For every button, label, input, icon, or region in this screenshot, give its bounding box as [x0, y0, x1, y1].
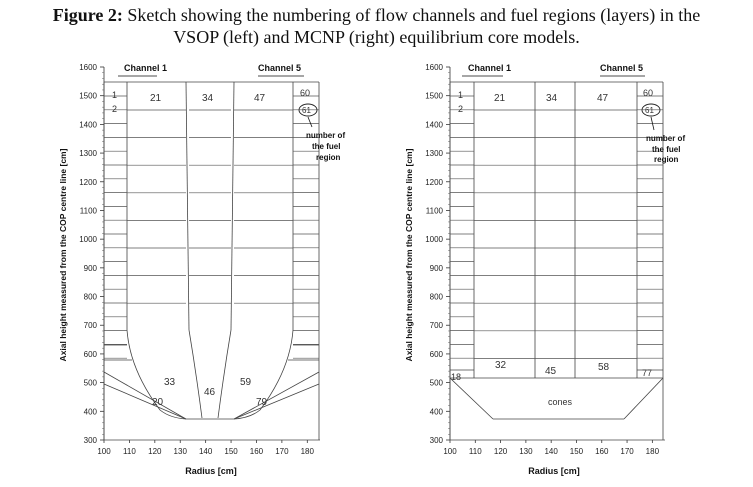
right-annotation-line2: the fuel: [652, 145, 680, 154]
right-y-tick-label: 1500: [425, 92, 443, 101]
left-y-tick-label: 1400: [79, 120, 97, 129]
right-x-tick-label: 130: [519, 447, 533, 456]
left-annotation-line2: the fuel: [312, 142, 340, 151]
right-region-61-circle: [641, 103, 661, 117]
left-x-tick-label: 130: [174, 447, 188, 456]
left-x-axis-label: Radius [cm]: [185, 466, 237, 476]
right-panel: 3004005006007008009001000110012001300140…: [404, 63, 685, 476]
left-region-61: 61: [302, 106, 311, 115]
left-x-tick-label: 170: [275, 447, 289, 456]
right-y-tick-label: 500: [430, 379, 444, 388]
left-annotation-line3: region: [316, 153, 341, 162]
right-region-47: 47: [597, 93, 609, 104]
left-axis-ticks: 3004005006007008009001000110012001300140…: [79, 63, 314, 456]
left-y-tick-label: 400: [84, 407, 98, 416]
right-region-45: 45: [545, 366, 557, 377]
left-region-61-circle: [298, 103, 318, 117]
right-channel-1-label: Channel 1: [468, 63, 511, 73]
left-annotation-line1: number of: [306, 131, 345, 140]
caption-line-2: VSOP (left) and MCNP (right) equilibrium…: [173, 27, 580, 47]
right-x-tick-label: 150: [570, 447, 584, 456]
left-y-tick-label: 600: [84, 350, 98, 359]
left-x-tick-label: 150: [224, 447, 238, 456]
right-x-tick-label: 160: [595, 447, 609, 456]
left-x-tick-label: 120: [148, 447, 162, 456]
right-x-tick-label: 180: [646, 447, 660, 456]
left-y-tick-label: 1500: [79, 92, 97, 101]
right-y-tick-label: 700: [430, 321, 444, 330]
right-annotation-line3: region: [654, 155, 679, 164]
right-x-tick-label: 140: [544, 447, 558, 456]
right-x-tick-label: 120: [494, 447, 508, 456]
right-y-tick-label: 1300: [425, 149, 443, 158]
figure-label: Figure 2:: [52, 5, 123, 25]
left-channel-1-label: Channel 1: [124, 63, 167, 73]
right-y-tick-label: 400: [430, 407, 444, 416]
right-region-60: 60: [643, 88, 653, 98]
right-y-tick-label: 1600: [425, 63, 443, 72]
left-region-46: 46: [204, 387, 216, 398]
right-annotation-line1: number of: [646, 134, 685, 143]
right-x-axis-label: Radius [cm]: [528, 466, 580, 476]
left-region-20: 20: [152, 397, 164, 408]
left-region-21: 21: [150, 93, 162, 104]
right-y-tick-label: 600: [430, 350, 444, 359]
left-channel-5-label: Channel 5: [258, 63, 301, 73]
left-y-tick-label: 300: [84, 436, 98, 445]
right-region-32: 32: [495, 360, 507, 371]
right-y-tick-label: 900: [430, 264, 444, 273]
right-region-58: 58: [598, 362, 610, 373]
left-y-tick-label: 1200: [79, 178, 97, 187]
right-region-77: 77: [642, 368, 652, 378]
left-x-tick-label: 160: [250, 447, 264, 456]
right-core-sketch: [449, 81, 665, 441]
left-y-tick-label: 1100: [80, 206, 98, 215]
right-y-tick-label: 1000: [425, 235, 443, 244]
left-x-tick-label: 140: [199, 447, 213, 456]
left-y-tick-label: 900: [84, 264, 98, 273]
right-axis-ticks: 3004005006007008009001000110012001300140…: [425, 63, 659, 456]
left-panel: 3004005006007008009001000110012001300140…: [58, 63, 345, 476]
right-y-tick-label: 1400: [425, 120, 443, 129]
left-x-tick-label: 110: [123, 447, 136, 456]
caption-line-1: Sketch showing the numbering of flow cha…: [127, 5, 701, 25]
right-region-21: 21: [494, 93, 506, 104]
right-y-axis-label: Axial height measured from the COP centr…: [404, 148, 414, 361]
right-region-61: 61: [645, 106, 654, 115]
right-y-tick-label: 1100: [426, 206, 444, 215]
left-y-axis-label: Axial height measured from the COP centr…: [58, 148, 68, 361]
left-region-60: 60: [300, 88, 310, 98]
right-x-tick-label: 100: [443, 447, 457, 456]
right-channel-5-label: Channel 5: [600, 63, 643, 73]
right-x-tick-label: 110: [469, 447, 482, 456]
left-y-tick-label: 1300: [79, 149, 97, 158]
right-x-tick-label: 170: [620, 447, 634, 456]
right-region-2: 2: [458, 104, 463, 114]
left-x-tick-label: 180: [301, 447, 315, 456]
left-y-tick-label: 500: [84, 379, 98, 388]
left-region-34: 34: [202, 93, 214, 104]
right-region-1: 1: [458, 90, 463, 100]
right-y-tick-label: 1200: [425, 178, 443, 187]
left-region-79: 79: [256, 397, 268, 408]
left-y-tick-label: 700: [84, 321, 98, 330]
right-y-tick-label: 300: [430, 436, 444, 445]
figure-caption: Figure 2: Sketch showing the numbering o…: [0, 4, 753, 48]
left-y-tick-label: 1600: [79, 63, 97, 72]
right-cones-label: cones: [548, 397, 573, 407]
left-region-2: 2: [112, 104, 117, 114]
left-core-sketch: [103, 81, 320, 441]
right-region-34: 34: [546, 93, 558, 104]
left-y-tick-label: 1000: [79, 235, 97, 244]
left-region-47: 47: [254, 93, 266, 104]
left-region-59: 59: [240, 377, 252, 388]
right-region-18: 18: [451, 372, 461, 382]
left-region-1: 1: [112, 90, 117, 100]
left-x-tick-label: 100: [97, 447, 111, 456]
left-region-33: 33: [164, 377, 176, 388]
right-y-tick-label: 800: [430, 293, 444, 302]
left-y-tick-label: 800: [84, 293, 98, 302]
